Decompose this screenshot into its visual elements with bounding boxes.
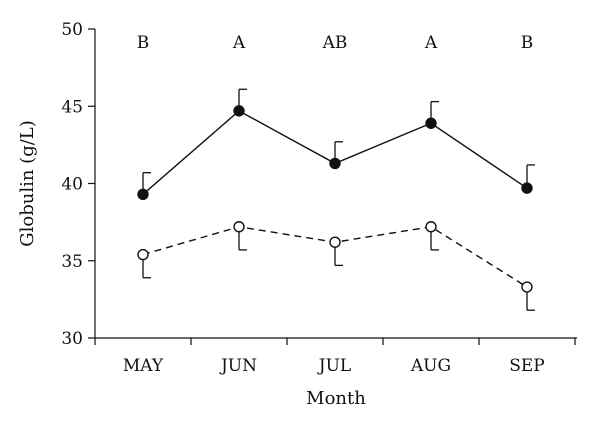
significance-letter: B — [137, 33, 150, 53]
y-axis-title: Globulin (g/L) — [17, 120, 38, 247]
x-ticks: MAY JUN JUL AUG SEP — [94, 338, 576, 376]
y-tick-label: 50 — [61, 20, 83, 40]
significance-letter: A — [424, 33, 438, 53]
y-tick-label: 40 — [61, 175, 83, 195]
y-ticks: 30 35 40 45 50 — [61, 20, 95, 349]
data-point — [137, 188, 149, 201]
x-tick-label: JUN — [219, 356, 257, 376]
significance-letter: A — [232, 33, 246, 53]
y-tick-label: 30 — [61, 329, 83, 349]
data-point — [425, 117, 437, 129]
x-tick-label: SEP — [509, 356, 545, 376]
x-tick-label: AUG — [410, 356, 451, 376]
y-tick-label: 45 — [61, 97, 83, 117]
significance-letter: B — [521, 33, 534, 53]
series-1 — [137, 88, 535, 201]
x-tick-label: JUL — [317, 356, 351, 376]
significance-letters: B A AB A B — [137, 33, 534, 53]
data-point — [137, 248, 149, 261]
data-point — [521, 281, 533, 293]
x-axis-title: Month — [306, 388, 366, 409]
data-point — [233, 105, 245, 117]
x-tick-label: MAY — [123, 356, 164, 376]
series-layer — [137, 88, 535, 311]
data-point — [521, 182, 533, 194]
series-2 — [137, 221, 535, 311]
significance-letter: AB — [322, 33, 348, 53]
data-point — [329, 157, 341, 170]
axes: 30 35 40 45 50 MAY JUN JUL AUG SEP — [61, 20, 577, 376]
data-point — [425, 221, 437, 233]
data-point — [233, 221, 245, 233]
y-tick-label: 35 — [61, 252, 83, 272]
data-point — [329, 236, 341, 248]
